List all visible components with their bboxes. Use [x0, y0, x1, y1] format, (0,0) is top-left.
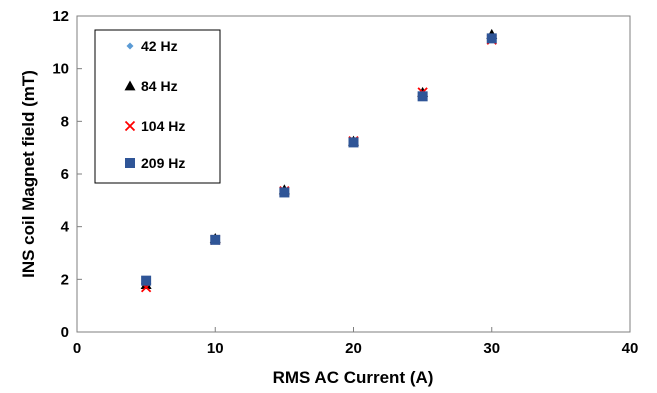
- legend-label-209hz: 209 Hz: [141, 155, 185, 171]
- x-tick-label: 30: [483, 340, 500, 357]
- legend-label-42hz: 42 Hz: [141, 38, 178, 54]
- legend-marker-104hz: [124, 120, 136, 132]
- y-tick-label: 0: [61, 324, 69, 341]
- y-tick-label: 6: [61, 166, 69, 183]
- point-209hz: [210, 234, 221, 245]
- x-tick-label: 40: [622, 340, 639, 357]
- y-tick-label: 12: [52, 8, 69, 25]
- y-axis-title: INS coil Magnet field (mT): [19, 70, 38, 278]
- point-209hz: [141, 275, 152, 286]
- legend-marker-84hz: [124, 80, 136, 91]
- legend-markers: [124, 42, 136, 168]
- legend-label-84hz: 84 Hz: [141, 78, 178, 94]
- point-209hz: [417, 91, 428, 102]
- y-tick-label: 2: [61, 271, 69, 288]
- x-tick-label: 0: [73, 340, 81, 357]
- legend: 42 Hz 84 Hz 104 Hz 209 Hz: [94, 29, 221, 184]
- point-209hz: [348, 137, 359, 148]
- x-tick-label: 10: [207, 340, 224, 357]
- axis-ticks: 0 10 20 30 40 0 2 4 6 8 10 12: [52, 8, 638, 357]
- x-axis-title: RMS AC Current (A): [273, 368, 434, 387]
- legend-box: [94, 29, 221, 184]
- y-tick-label: 10: [52, 61, 69, 78]
- data-points: [140, 28, 498, 293]
- x-tick-label: 20: [345, 340, 362, 357]
- point-209hz: [279, 187, 290, 198]
- point-209hz: [486, 33, 497, 44]
- legend-marker-209hz: [125, 158, 135, 168]
- legend-label-104hz: 104 Hz: [141, 118, 185, 134]
- legend-marker-42hz: [126, 42, 134, 50]
- y-tick-label: 4: [61, 219, 70, 236]
- y-tick-label: 8: [61, 113, 69, 130]
